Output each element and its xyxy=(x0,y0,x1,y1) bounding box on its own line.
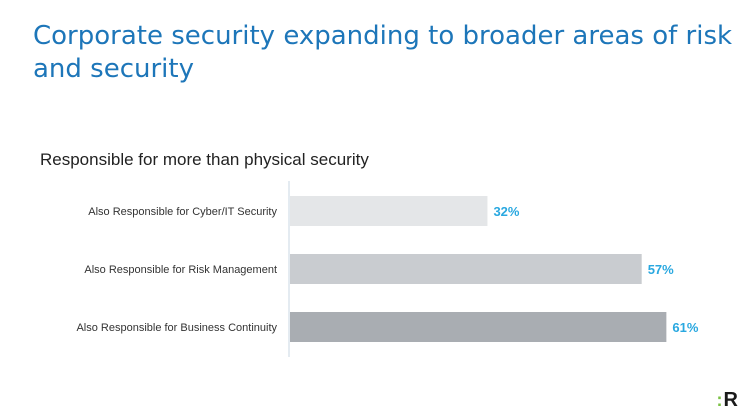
bar xyxy=(290,312,667,342)
chart-title: Corporate security expanding to broader … xyxy=(33,21,733,84)
bar-chart: Also Responsible for Cyber/IT Security 32… xyxy=(76,181,699,357)
category-label: Also Responsible for Risk Management xyxy=(84,264,277,276)
category-label: Also Responsible for Business Continuity xyxy=(76,322,277,334)
logo-accent: : xyxy=(716,390,723,410)
chart-subtitle: Responsible for more than physical secur… xyxy=(40,150,369,169)
logo-letter: R xyxy=(723,389,738,411)
value-label: 61% xyxy=(672,320,698,335)
company-logo: :R xyxy=(717,390,738,410)
category-label: Also Responsible for Cyber/IT Security xyxy=(88,206,277,218)
value-label: 57% xyxy=(648,262,674,277)
bar xyxy=(290,196,488,226)
bar xyxy=(290,254,642,284)
value-label: 32% xyxy=(493,204,519,219)
